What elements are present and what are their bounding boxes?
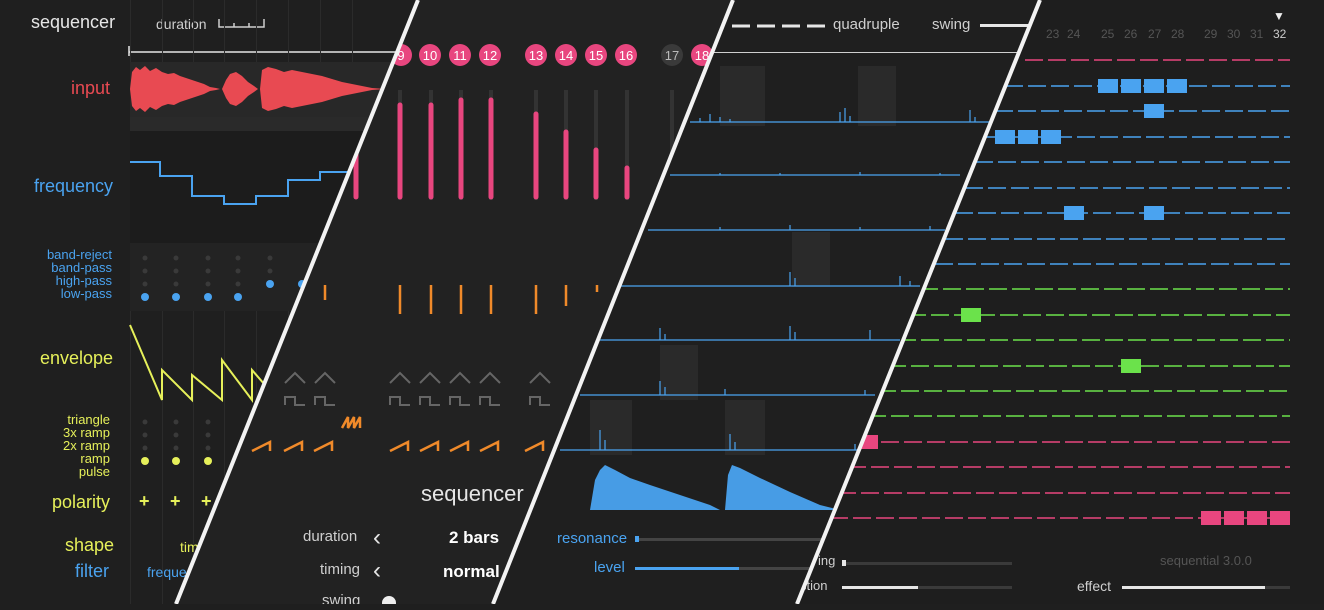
shape-glyph-grid[interactable] <box>250 365 620 455</box>
filter-tab[interactable]: filter <box>75 561 110 581</box>
ing-cut-label: ing <box>818 553 836 568</box>
polarity-label: polarity <box>52 492 111 512</box>
shape-ramp[interactable]: ramp <box>80 451 110 466</box>
polarity-plus-3[interactable]: + <box>201 491 212 511</box>
timeline-ruler[interactable] <box>128 46 428 58</box>
stion-slider-fill[interactable] <box>842 586 918 589</box>
mod-matrix[interactable] <box>800 50 1324 530</box>
input-band-2 <box>130 117 418 131</box>
resonance-label: resonance <box>557 530 628 547</box>
duration-prev-chevron[interactable]: ‹ <box>373 524 381 551</box>
ing-slider-track[interactable] <box>842 562 1012 565</box>
level-slider-fill[interactable] <box>635 567 739 570</box>
filter-band-pass[interactable]: band-pass <box>51 260 112 275</box>
filter-step-marks[interactable] <box>310 280 630 320</box>
swing-label-2: swing <box>322 592 361 609</box>
shade-block <box>725 400 765 455</box>
filter-dots[interactable] <box>130 250 330 305</box>
filter-band-reject[interactable]: band-reject <box>46 247 112 262</box>
step-26[interactable]: 26 <box>1124 27 1138 41</box>
frequency-label: frequency <box>34 176 114 196</box>
duration-ticks[interactable] <box>218 17 268 29</box>
input-waveform <box>130 66 386 112</box>
effect-slider-fill[interactable] <box>1122 586 1265 589</box>
version-label: sequential 3.0.0 <box>1160 553 1252 568</box>
level-label: level <box>594 559 625 576</box>
step-15-button[interactable]: 15 <box>585 44 607 66</box>
frequency-cut-label: freque <box>147 564 187 580</box>
ruler-line-3 <box>700 52 1040 53</box>
input-label: input <box>71 78 111 98</box>
shade-block <box>858 66 896 126</box>
step-28[interactable]: 28 <box>1171 27 1185 41</box>
timing-prev-chevron[interactable]: ‹ <box>373 557 381 584</box>
shape-dots[interactable] <box>130 415 250 470</box>
playhead-triangle[interactable]: ▼ <box>1273 9 1285 23</box>
envelope-curve[interactable] <box>128 320 288 410</box>
swing-slider-3[interactable] <box>980 24 1040 27</box>
resonance-slider-track[interactable] <box>635 538 825 541</box>
step-32[interactable]: 32 <box>1273 27 1287 41</box>
step-13-button[interactable]: 13 <box>525 44 547 66</box>
spectrum-rows <box>540 108 990 510</box>
shape-triangle[interactable]: triangle <box>67 412 110 427</box>
step-24[interactable]: 24 <box>1067 27 1081 41</box>
envelope-label: envelope <box>40 348 114 368</box>
effect-label: effect <box>1077 578 1111 594</box>
filter-high-pass[interactable]: high-pass <box>55 273 112 288</box>
frequency-curve[interactable] <box>128 150 368 220</box>
shade-block <box>590 400 632 455</box>
timing-label-2: timing <box>320 561 361 578</box>
step-29[interactable]: 29 <box>1204 27 1218 41</box>
step-23[interactable]: 23 <box>1046 27 1060 41</box>
step-11-button[interactable]: 11 <box>449 44 471 66</box>
step-14-button[interactable]: 14 <box>555 44 577 66</box>
step-25[interactable]: 25 <box>1101 27 1115 41</box>
shade-block <box>792 232 830 287</box>
swing-label-3: swing <box>932 16 971 33</box>
shape-tab[interactable]: shape <box>65 535 115 555</box>
step-17-button[interactable]: 17 <box>661 44 683 66</box>
polarity-plus-2[interactable]: + <box>170 491 181 511</box>
step-10-button[interactable]: 10 <box>419 44 441 66</box>
shape-2x-ramp[interactable]: 2x ramp <box>63 438 110 453</box>
shade-block <box>720 66 765 126</box>
duration-label-2: duration <box>303 528 358 545</box>
ing-slider-fill[interactable] <box>842 560 846 566</box>
swing-knob[interactable] <box>382 596 396 604</box>
shape-pulse[interactable]: pulse <box>78 464 110 479</box>
step-12-button[interactable]: 12 <box>479 44 501 66</box>
shade-block <box>660 345 698 400</box>
stion-slider-track[interactable] <box>842 586 1012 589</box>
step-30[interactable]: 30 <box>1227 27 1241 41</box>
timing-value: normal <box>443 562 500 581</box>
polarity-plus-1[interactable]: + <box>139 491 150 511</box>
step-31[interactable]: 31 <box>1250 27 1264 41</box>
timing-cut-label: tim <box>180 539 199 555</box>
sequencer-title: sequencer <box>31 12 116 32</box>
resonance-slider-knob[interactable] <box>635 536 639 542</box>
step-27[interactable]: 27 <box>1148 27 1162 41</box>
quadruple-label[interactable]: quadruple <box>833 16 900 33</box>
filter-low-pass[interactable]: low-pass <box>60 286 112 301</box>
quadruple-dashes[interactable] <box>730 20 830 32</box>
shape-3x-ramp[interactable]: 3x ramp <box>63 425 110 440</box>
step-16-button[interactable]: 16 <box>615 44 637 66</box>
sequencer-title-2: sequencer <box>421 481 524 506</box>
step-number-row: 23 24 25 26 27 28 29 30 31 32 <box>1040 27 1324 45</box>
duration-value: 2 bars <box>449 528 500 547</box>
